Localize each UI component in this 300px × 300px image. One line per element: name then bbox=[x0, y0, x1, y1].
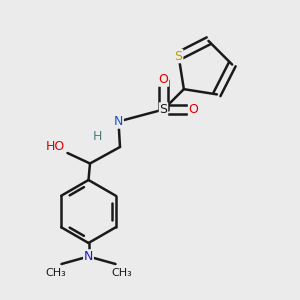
Text: O: O bbox=[159, 73, 168, 86]
Text: N: N bbox=[114, 115, 123, 128]
Text: N: N bbox=[84, 250, 93, 263]
Text: CH₃: CH₃ bbox=[111, 268, 132, 278]
Text: HO: HO bbox=[46, 140, 65, 154]
Text: S: S bbox=[160, 103, 167, 116]
Text: S: S bbox=[175, 50, 183, 63]
Text: O: O bbox=[189, 103, 198, 116]
Text: H: H bbox=[93, 130, 102, 143]
Text: CH₃: CH₃ bbox=[45, 268, 66, 278]
